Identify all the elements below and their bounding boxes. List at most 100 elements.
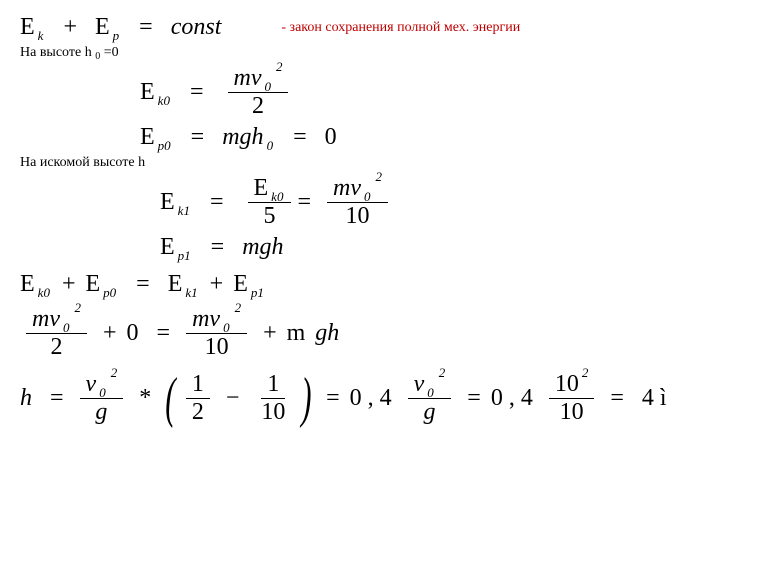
sym-E: E [168,271,183,298]
frac-s2a: v 0 2 g [80,371,124,426]
equals: = [50,385,64,412]
sym-E: E [95,14,110,41]
ep1-eq: E p1 = mgh [160,234,284,261]
sub-p0: p0 [158,138,171,154]
den-10: 10 [261,399,285,426]
sub-k: k [38,28,44,44]
sub: k0 [38,285,50,301]
conservation-line: E k0 + E p0 = E k1 + E p1 [20,271,758,298]
equals: = [326,385,340,412]
sup-2: 2 [375,169,382,185]
answer: 4 ì [642,385,667,412]
den-g: g [423,399,435,426]
gh: gh [315,320,339,347]
equals: = [139,14,153,41]
law-note: - закон сохранения полной мех. энергии [281,20,520,36]
equals: = [191,124,205,151]
star: * [139,385,151,412]
den-2: 2 [252,93,264,120]
plus: + [103,320,117,347]
sub: p1 [251,285,264,301]
equals: = [610,385,624,412]
rparen-icon: ) [302,376,312,421]
num-1: 1 [192,371,204,398]
const-04: 0 , 4 [350,385,392,412]
sym-E: E [86,271,101,298]
sub-0: 0 [63,320,70,336]
h0-sub: 0 [95,51,100,62]
solve2-line: h = v 0 2 g * ( 1 2 − 1 10 ) [20,371,758,426]
frac-ek0: mv 0 2 2 [228,65,289,120]
equals: = [136,271,150,298]
mv: mv [333,175,361,202]
plus: + [210,271,224,298]
v: v [86,371,97,398]
sym-E: E [254,175,269,202]
frac-s1b: mv 0 2 10 [186,306,247,361]
law-line: E k + E p = const - закон сохранения пол… [20,14,758,41]
conservation-eq: E k0 + E p0 = E k1 + E p1 [20,271,266,298]
mgh: mgh [242,234,283,261]
sym-E: E [20,271,35,298]
sym-E: E [160,189,175,216]
ek0-eq: E k0 = mv 0 2 2 [140,65,294,120]
equals: = [467,385,481,412]
sub-p: p [113,28,120,44]
sup-2: 2 [111,365,118,381]
sub: k1 [185,285,197,301]
equals: = [210,189,224,216]
equals: = [293,124,307,151]
mv: mv [32,306,60,333]
ek0-line: E k0 = mv 0 2 2 [140,65,758,120]
h0-header: На высоте h 0 =0 [20,45,758,61]
h: h [20,385,32,412]
frac-s2b: v 0 2 g [408,371,452,426]
v: v [414,371,425,398]
sub-k0: k0 [271,189,283,205]
equals: = [297,189,311,216]
lparen-icon: ( [165,376,175,421]
sub-p1: p1 [178,248,191,264]
m: m [287,320,306,347]
sym-E: E [160,234,175,261]
sub-0: 0 [364,189,371,205]
minus: − [226,385,240,412]
solve2-eq: h = v 0 2 g * ( 1 2 − 1 10 ) [20,371,667,426]
mv: mv [192,306,220,333]
sym-E: E [233,271,248,298]
den-g: g [95,399,107,426]
plus: + [263,320,277,347]
const-04: 0 , 4 [491,385,533,412]
solve1-line: mv 0 2 2 + 0 = mv 0 2 10 + m [20,306,758,361]
equals: = [190,79,204,106]
frac-p1: 1 2 [186,371,210,426]
den-10: 10 [205,334,229,361]
h0-text: На высоте h [20,45,92,60]
plus: + [62,271,76,298]
equals: = [211,234,225,261]
const: const [171,14,222,41]
solve1-eq: mv 0 2 2 + 0 = mv 0 2 10 + m [20,306,339,361]
sub-0: 0 [264,79,271,95]
num-1: 1 [267,371,279,398]
equals: = [157,320,171,347]
ek1-line: E k1 = E k0 5 = mv 0 2 10 [160,175,758,230]
sub-k0: k0 [158,93,170,109]
ep0-eq: E p0 = mgh 0 = 0 [140,124,337,151]
den-10: 10 [345,203,369,230]
sym-E: E [20,14,35,41]
plus: + [63,14,77,41]
den-5: 5 [263,203,275,230]
frac-ek1-a: E k0 5 [248,175,292,230]
zero: 0 [127,320,139,347]
sub: p0 [103,285,116,301]
sup-2: 2 [74,300,81,316]
den-2: 2 [50,334,62,361]
mgh: mgh [222,124,263,151]
ep0-line: E p0 = mgh 0 = 0 [140,124,758,151]
sup-2: 2 [582,365,589,381]
sup-2: 2 [439,365,446,381]
frac-ek1-b: mv 0 2 10 [327,175,388,230]
frac-s2c: 10 2 10 [549,371,595,426]
ek1-eq: E k1 = E k0 5 = mv 0 2 10 [160,175,394,230]
